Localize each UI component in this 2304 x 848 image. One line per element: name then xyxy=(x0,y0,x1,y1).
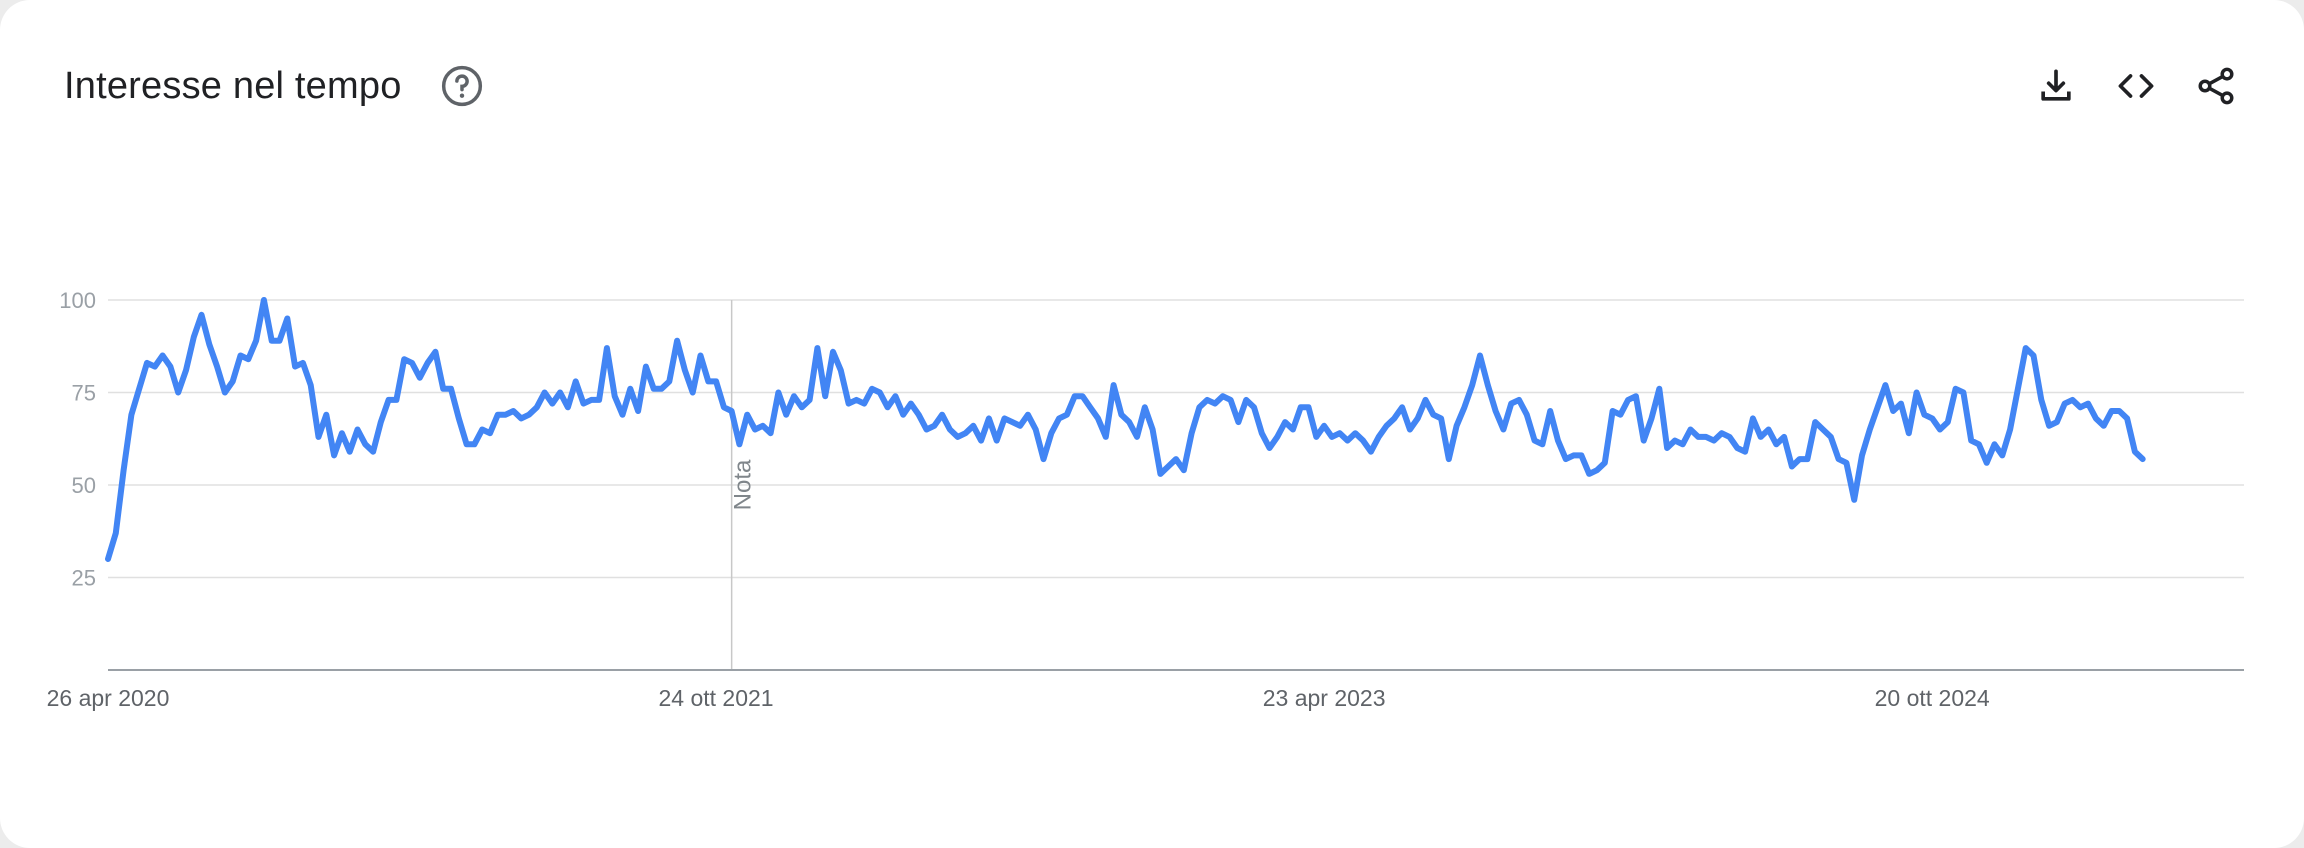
download-icon[interactable] xyxy=(2034,64,2078,108)
axes: 25 50 75 100 26 apr 2020 24 ott 2021 23 apr 20… xyxy=(47,288,2244,711)
annotations: Nota xyxy=(730,300,757,670)
annotation-label: Nota xyxy=(730,459,757,510)
x-tick-label: 26 apr 2020 xyxy=(47,685,170,711)
help-icon[interactable] xyxy=(440,64,484,108)
x-tick-label: 23 apr 2023 xyxy=(1263,685,1386,711)
code-embed-icon[interactable] xyxy=(2114,64,2158,108)
series-line-0 xyxy=(105,297,2146,562)
y-tick-label: 75 xyxy=(72,381,96,406)
y-tick-label: 25 xyxy=(72,566,96,591)
x-tick-label: 24 ott 2021 xyxy=(659,685,774,711)
y-tick-label: 50 xyxy=(72,473,96,498)
share-icon[interactable] xyxy=(2194,64,2238,108)
x-tick-label: 20 ott 2024 xyxy=(1875,685,1990,711)
chart-title: Interesse nel tempo xyxy=(64,65,402,107)
y-tick-label: 100 xyxy=(59,288,96,313)
grid-lines xyxy=(108,299,2244,579)
series-layer xyxy=(105,297,2146,562)
